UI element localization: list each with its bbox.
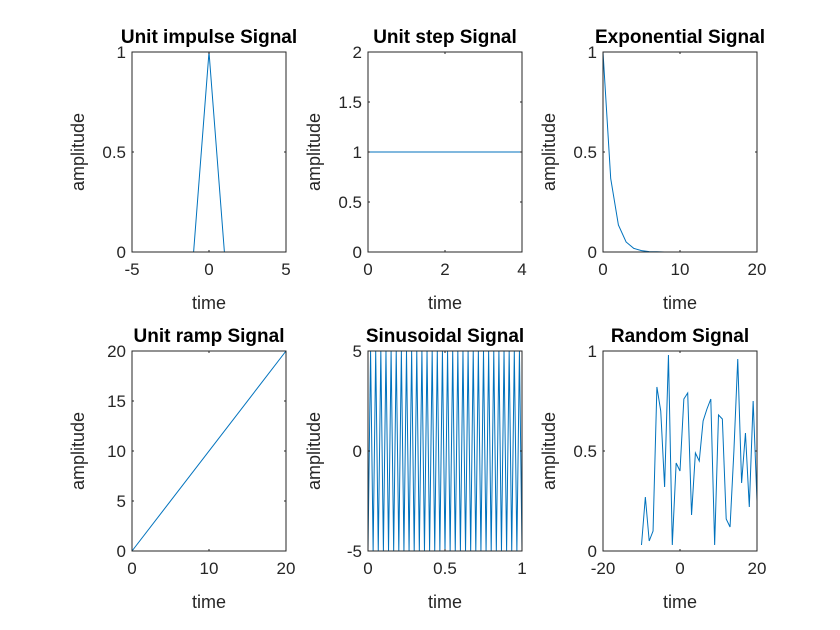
y-axis-label: amplitude xyxy=(68,113,88,191)
x-tick-label: 20 xyxy=(748,260,767,279)
chart-title: Sinusoidal Signal xyxy=(366,326,524,347)
x-tick-label: 20 xyxy=(748,559,767,578)
y-tick-label: 1 xyxy=(588,342,597,361)
y-tick-label: 2 xyxy=(353,43,362,62)
plot-area xyxy=(603,52,757,252)
plot-area xyxy=(603,351,757,551)
x-axis-label: time xyxy=(663,293,697,313)
y-tick-label: 0 xyxy=(588,542,597,561)
x-tick-label: 0 xyxy=(363,559,372,578)
x-tick-label: 1 xyxy=(517,559,526,578)
x-tick-label: -20 xyxy=(591,559,616,578)
x-tick-label: 0 xyxy=(598,260,607,279)
x-tick-label: 10 xyxy=(671,260,690,279)
x-tick-label: 0 xyxy=(363,260,372,279)
x-tick-label: 0 xyxy=(127,559,136,578)
y-tick-label: -5 xyxy=(347,542,362,561)
y-tick-label: 20 xyxy=(107,342,126,361)
x-tick-label: 20 xyxy=(277,559,296,578)
x-tick-label: -5 xyxy=(124,260,139,279)
y-axis-label: amplitude xyxy=(539,113,559,191)
series-line-1 xyxy=(641,354,758,546)
y-axis-label: amplitude xyxy=(304,113,324,191)
chart-title: Random Signal xyxy=(611,326,749,347)
chart-title: Unit ramp Signal xyxy=(134,326,285,347)
y-tick-label: 0 xyxy=(353,243,362,262)
subplot-2: 0 2 4 0 0.5 1 1.5 2 Unit step Signal time amplitud… xyxy=(304,27,527,313)
chart-title: Unit impulse Signal xyxy=(121,27,297,48)
x-axis-label: time xyxy=(428,592,462,612)
y-axis-label: amplitude xyxy=(304,412,324,490)
y-tick-label: 1 xyxy=(353,143,362,162)
y-tick-label: 0 xyxy=(353,442,362,461)
subplot-4: 0 10 20 0 5 10 15 20 Unit ramp Signal time amplitu… xyxy=(68,326,295,612)
y-axis-label: amplitude xyxy=(539,412,559,490)
x-tick-label: 2 xyxy=(440,260,449,279)
y-tick-label: 0 xyxy=(117,542,126,561)
y-tick-label: 0 xyxy=(588,243,597,262)
x-axis-label: time xyxy=(192,592,226,612)
y-tick-label: 1 xyxy=(588,43,597,62)
y-tick-label: 1.5 xyxy=(338,93,362,112)
y-tick-label: 0.5 xyxy=(102,143,126,162)
x-tick-label: 0 xyxy=(675,559,684,578)
y-tick-label: 5 xyxy=(353,342,362,361)
chart-title: Exponential Signal xyxy=(595,27,765,48)
y-tick-label: 15 xyxy=(107,392,126,411)
y-tick-label: 1 xyxy=(117,43,126,62)
y-axis-label: amplitude xyxy=(68,412,88,490)
x-axis-label: time xyxy=(192,293,226,313)
y-tick-label: 0.5 xyxy=(573,143,597,162)
x-axis-label: time xyxy=(428,293,462,313)
y-tick-label: 0.5 xyxy=(338,193,362,212)
x-tick-label: 5 xyxy=(281,260,290,279)
y-tick-label: 0 xyxy=(117,243,126,262)
plot-area xyxy=(132,52,286,252)
x-tick-label: 4 xyxy=(517,260,526,279)
y-tick-label: 0.5 xyxy=(573,442,597,461)
y-tick-label: 10 xyxy=(107,442,126,461)
x-tick-label: 0.5 xyxy=(433,559,457,578)
x-tick-label: 10 xyxy=(200,559,219,578)
y-tick-label: 5 xyxy=(117,492,126,511)
series-line-1 xyxy=(131,350,287,552)
x-axis-label: time xyxy=(663,592,697,612)
x-tick-label: 0 xyxy=(204,260,213,279)
chart-title: Unit step Signal xyxy=(373,27,517,48)
